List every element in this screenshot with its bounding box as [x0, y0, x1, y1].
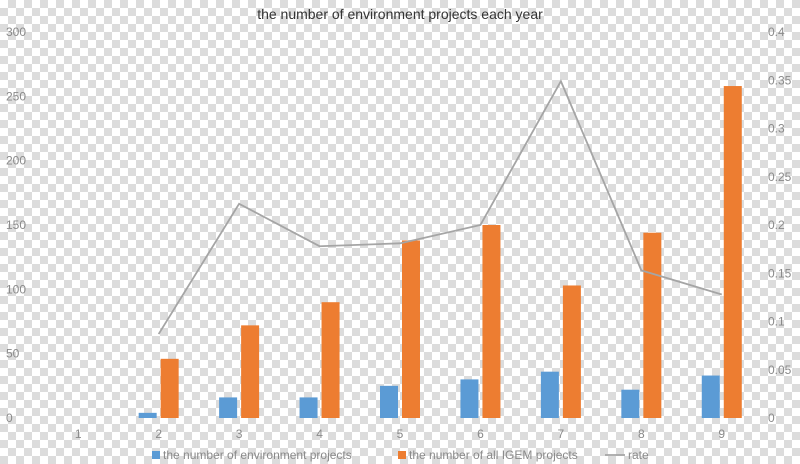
left-tick-label: 100	[6, 282, 26, 296]
right-tick-label: 0.1	[768, 315, 785, 329]
bar-series	[138, 86, 742, 418]
right-tick-label: 0.3	[768, 122, 785, 136]
bar-s0-9	[701, 375, 720, 418]
bar-s1-3	[241, 325, 260, 418]
bar-s1-5	[402, 240, 420, 418]
x-tick-label: 4	[316, 427, 323, 441]
rate-line	[157, 79, 723, 335]
legend-label: the number of environment projects	[163, 448, 352, 462]
bar-s0-2	[138, 412, 157, 418]
left-tick-label: 300	[6, 25, 26, 39]
bar-s0-3	[219, 397, 238, 418]
right-tick-label: 0.15	[768, 266, 792, 280]
bar-s1-9	[723, 86, 742, 418]
left-tick-label: 150	[6, 218, 26, 232]
x-axis: 1 2 3 4 5 6 7 8 9	[75, 427, 726, 441]
left-tick-label: 50	[6, 347, 20, 361]
right-tick-label: 0	[768, 411, 775, 425]
legend-swatch	[398, 451, 406, 459]
rate-series	[157, 79, 723, 335]
x-tick-label: 3	[236, 427, 243, 441]
x-tick-label: 7	[558, 427, 565, 441]
bar-s1-4	[321, 302, 340, 418]
right-tick-label: 0.4	[768, 25, 785, 39]
x-tick-label: 2	[155, 427, 162, 441]
bar-s0-5	[380, 385, 398, 418]
right-axis: 0 0.05 0.1 0.15 0.2 0.25 0.3 0.35 0.4	[768, 25, 792, 425]
left-tick-label: 200	[6, 154, 26, 168]
legend-label: the number of all IGEM projects	[409, 448, 578, 462]
x-tick-label: 6	[477, 427, 484, 441]
legend: the number of environment projects the nu…	[152, 448, 649, 462]
legend-swatch	[152, 451, 160, 459]
left-axis: 0 50 100 150 200 250 300	[6, 25, 26, 425]
x-tick-label: 8	[638, 427, 645, 441]
right-tick-label: 0.2	[768, 218, 785, 232]
bar-s1-6	[482, 225, 501, 418]
x-tick-label: 9	[718, 427, 725, 441]
right-tick-label: 0.35	[768, 73, 792, 87]
bar-s1-7	[562, 285, 581, 418]
bar-s0-7	[540, 371, 559, 418]
bar-s0-4	[299, 397, 318, 418]
right-tick-label: 0.05	[768, 363, 792, 377]
x-tick-label: 5	[397, 427, 404, 441]
chart-title: the number of environment projects each …	[257, 6, 543, 22]
legend-label: rate	[628, 448, 649, 462]
right-tick-label: 0.25	[768, 170, 792, 184]
bar-s0-8	[621, 389, 640, 418]
left-tick-label: 250	[6, 89, 26, 103]
x-tick-label: 1	[75, 427, 82, 441]
bar-s1-2	[160, 358, 179, 418]
bar-s1-8	[643, 232, 662, 418]
bar-s0-6	[460, 379, 479, 418]
left-tick-label: 0	[6, 411, 13, 425]
